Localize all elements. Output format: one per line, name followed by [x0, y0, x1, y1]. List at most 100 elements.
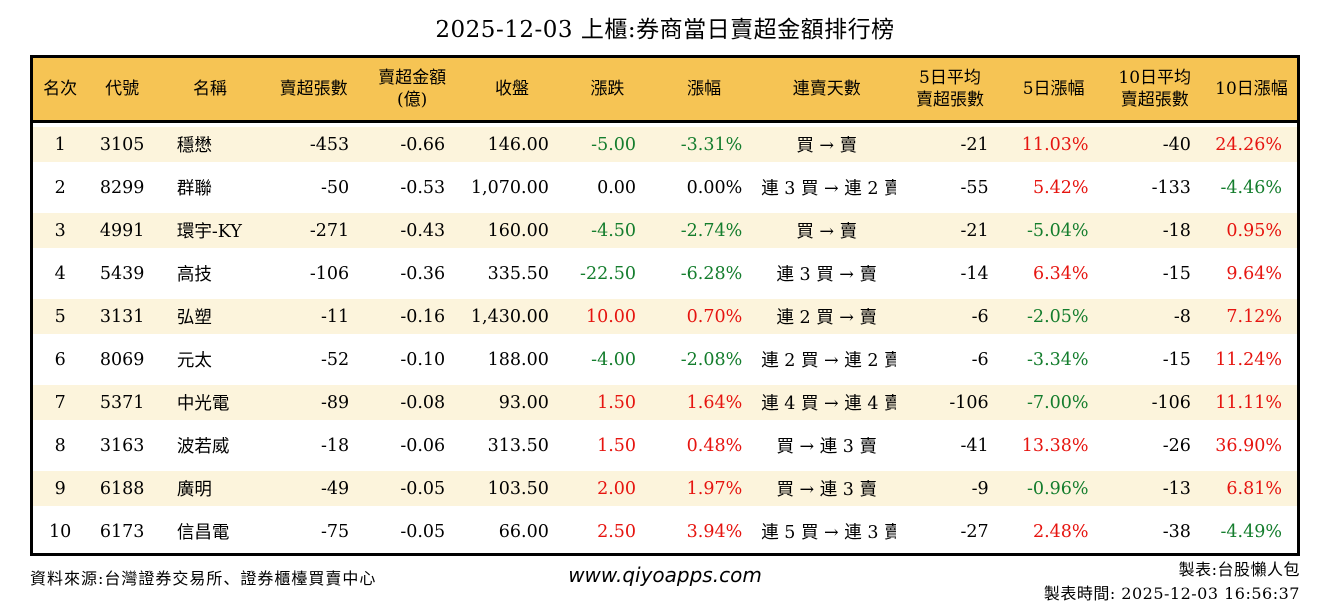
close-cell: 66.00	[460, 510, 564, 553]
col-header-avg5: 5日平均 賣超張數	[896, 58, 1004, 123]
pct10-cell: -4.49%	[1205, 510, 1297, 553]
table-row: 7 5371 中光電 -89 -0.08 93.00 1.50 1.64% 連 …	[33, 381, 1297, 424]
amount-cell: -0.05	[364, 467, 461, 510]
avg10-cell: -13	[1103, 467, 1206, 510]
amount-cell: -0.53	[364, 166, 461, 209]
change-pct-cell: 0.00%	[651, 166, 758, 209]
col-header-rank: 名次	[33, 58, 88, 123]
amount-cell: -0.06	[364, 424, 461, 467]
code-cell: 5371	[87, 381, 157, 424]
code-cell: 3163	[87, 424, 157, 467]
change-cell: 1.50	[563, 424, 652, 467]
streak-cell: 買 → 賣	[757, 209, 897, 252]
table-row: 5 3131 弘塑 -11 -0.16 1,430.00 10.00 0.70%…	[33, 295, 1297, 338]
close-cell: 93.00	[460, 381, 564, 424]
avg10-cell: -38	[1103, 510, 1206, 553]
rank-cell: 8	[33, 424, 88, 467]
pct10-cell: 11.11%	[1205, 381, 1297, 424]
amount-cell: -0.10	[364, 338, 461, 381]
change-pct-cell: 0.70%	[651, 295, 758, 338]
pct5-cell: 2.48%	[1003, 510, 1104, 553]
name-cell: 環宇-KY	[156, 209, 264, 252]
col-header-pct10: 10日漲幅	[1205, 58, 1297, 123]
rank-cell: 9	[33, 467, 88, 510]
code-cell: 4991	[87, 209, 157, 252]
rank-cell: 4	[33, 252, 88, 295]
change-pct-cell: 1.97%	[651, 467, 758, 510]
col-header-avg10: 10日平均 賣超張數	[1103, 58, 1206, 123]
rank-cell: 2	[33, 166, 88, 209]
change-cell: -5.00	[563, 123, 652, 166]
pct10-cell: 24.26%	[1205, 123, 1297, 166]
streak-cell: 連 2 買 → 賣	[757, 295, 897, 338]
net-sell-cell: -75	[263, 510, 365, 553]
table-row: 6 8069 元太 -52 -0.10 188.00 -4.00 -2.08% …	[33, 338, 1297, 381]
col-header-net-sell: 賣超張數	[263, 58, 365, 123]
pct10-cell: 0.95%	[1205, 209, 1297, 252]
col-header-change-pct: 漲幅	[651, 58, 758, 123]
pct10-cell: -4.46%	[1205, 166, 1297, 209]
avg10-cell: -15	[1103, 252, 1206, 295]
table-body: 1 3105 穩懋 -453 -0.66 146.00 -5.00 -3.31%…	[33, 123, 1297, 553]
pct5-cell: -5.04%	[1003, 209, 1104, 252]
ranking-table: 名次 代號 名稱 賣超張數 賣超金額 (億) 收盤 漲跌 漲幅 連賣天數 5日平…	[33, 58, 1297, 553]
pct5-cell: 6.34%	[1003, 252, 1104, 295]
close-cell: 313.50	[460, 424, 564, 467]
amount-cell: -0.08	[364, 381, 461, 424]
table-row: 10 6173 信昌電 -75 -0.05 66.00 2.50 3.94% 連…	[33, 510, 1297, 553]
close-cell: 103.50	[460, 467, 564, 510]
net-sell-cell: -453	[263, 123, 365, 166]
change-cell: -4.50	[563, 209, 652, 252]
col-header-code: 代號	[87, 58, 157, 123]
avg5-cell: -9	[896, 467, 1004, 510]
avg5-cell: -6	[896, 338, 1004, 381]
change-pct-cell: 0.48%	[651, 424, 758, 467]
table-row: 9 6188 廣明 -49 -0.05 103.50 2.00 1.97% 買 …	[33, 467, 1297, 510]
pct10-cell: 6.81%	[1205, 467, 1297, 510]
change-pct-cell: -2.74%	[651, 209, 758, 252]
change-cell: 2.50	[563, 510, 652, 553]
code-cell: 6173	[87, 510, 157, 553]
name-cell: 中光電	[156, 381, 264, 424]
col-header-close: 收盤	[460, 58, 564, 123]
rank-cell: 10	[33, 510, 88, 553]
name-cell: 廣明	[156, 467, 264, 510]
made-by: 製表:台股懶人包	[1178, 560, 1300, 579]
footer: 資料來源:台灣證券交易所、證券櫃檯買賣中心 www.qiyoapps.com 製…	[30, 556, 1300, 606]
rank-cell: 3	[33, 209, 88, 252]
website-url: www.qiyoapps.com	[568, 563, 762, 587]
net-sell-cell: -11	[263, 295, 365, 338]
streak-cell: 買 → 連 3 賣	[757, 467, 897, 510]
pct5-cell: 13.38%	[1003, 424, 1104, 467]
streak-cell: 連 2 買 → 連 2 賣	[757, 338, 897, 381]
ranking-table-container: 名次 代號 名稱 賣超張數 賣超金額 (億) 收盤 漲跌 漲幅 連賣天數 5日平…	[30, 55, 1300, 556]
avg10-cell: -26	[1103, 424, 1206, 467]
page-title: 2025-12-03 上櫃:券商當日賣超金額排行榜	[435, 17, 895, 43]
col-header-amount: 賣超金額 (億)	[364, 58, 461, 123]
rank-cell: 7	[33, 381, 88, 424]
table-header-row: 名次 代號 名稱 賣超張數 賣超金額 (億) 收盤 漲跌 漲幅 連賣天數 5日平…	[33, 58, 1297, 123]
table-row: 8 3163 波若威 -18 -0.06 313.50 1.50 0.48% 買…	[33, 424, 1297, 467]
rank-cell: 6	[33, 338, 88, 381]
table-row: 1 3105 穩懋 -453 -0.66 146.00 -5.00 -3.31%…	[33, 123, 1297, 166]
avg10-cell: -8	[1103, 295, 1206, 338]
code-cell: 3105	[87, 123, 157, 166]
close-cell: 146.00	[460, 123, 564, 166]
name-cell: 高技	[156, 252, 264, 295]
pct10-cell: 7.12%	[1205, 295, 1297, 338]
streak-cell: 買 → 賣	[757, 123, 897, 166]
code-cell: 5439	[87, 252, 157, 295]
change-cell: 0.00	[563, 166, 652, 209]
pct5-cell: 5.42%	[1003, 166, 1104, 209]
change-cell: 1.50	[563, 381, 652, 424]
pct5-cell: -7.00%	[1003, 381, 1104, 424]
avg5-cell: -55	[896, 166, 1004, 209]
avg10-cell: -106	[1103, 381, 1206, 424]
rank-cell: 1	[33, 123, 88, 166]
pct5-cell: 11.03%	[1003, 123, 1104, 166]
change-pct-cell: 1.64%	[651, 381, 758, 424]
net-sell-cell: -106	[263, 252, 365, 295]
col-header-streak: 連賣天數	[757, 58, 897, 123]
amount-cell: -0.36	[364, 252, 461, 295]
net-sell-cell: -52	[263, 338, 365, 381]
